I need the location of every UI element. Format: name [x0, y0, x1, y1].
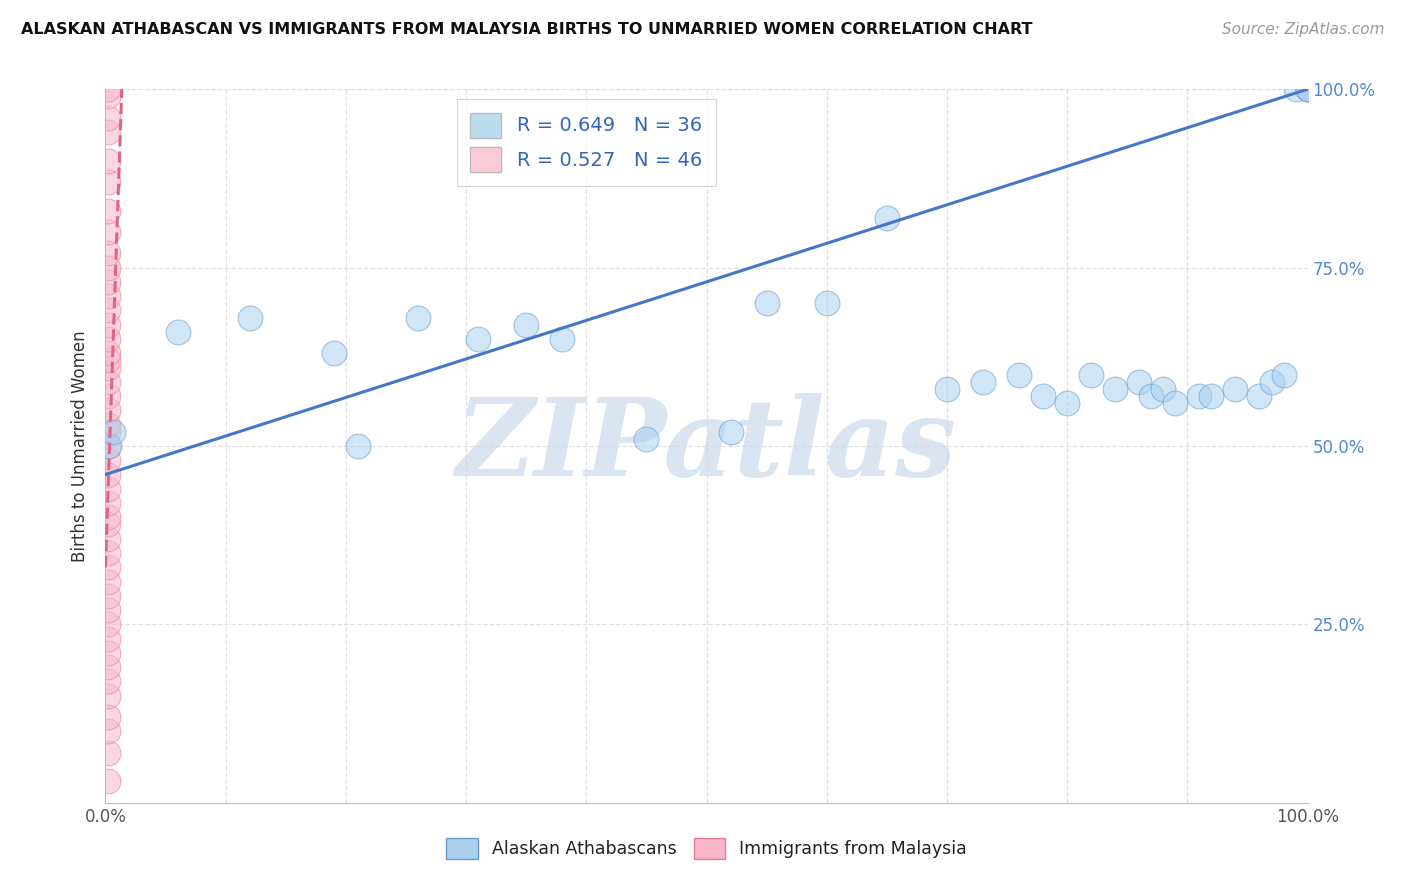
Point — [636, 432, 658, 446]
Point — [515, 318, 537, 332]
Point — [97, 203, 120, 218]
Point — [97, 467, 120, 482]
Point — [406, 310, 429, 325]
Point — [97, 175, 120, 189]
Point — [97, 389, 120, 403]
Point — [876, 211, 898, 225]
Point — [97, 574, 120, 589]
Point — [166, 325, 188, 339]
Point — [97, 674, 120, 689]
Point — [755, 296, 778, 310]
Point — [97, 225, 120, 239]
Point — [97, 439, 120, 453]
Point — [1128, 375, 1150, 389]
Text: ALASKAN ATHABASCAN VS IMMIGRANTS FROM MALAYSIA BIRTHS TO UNMARRIED WOMEN CORRELA: ALASKAN ATHABASCAN VS IMMIGRANTS FROM MA… — [21, 22, 1032, 37]
Point — [97, 660, 120, 674]
Point — [97, 82, 120, 96]
Point — [97, 332, 120, 346]
Point — [720, 425, 742, 439]
Y-axis label: Births to Unmarried Women: Births to Unmarried Women — [72, 330, 90, 562]
Point — [97, 89, 120, 103]
Point — [97, 560, 120, 574]
Point — [1008, 368, 1031, 382]
Point — [1260, 375, 1282, 389]
Point — [1284, 82, 1306, 96]
Point — [97, 617, 120, 632]
Point — [97, 360, 120, 375]
Point — [97, 632, 120, 646]
Point — [1164, 396, 1187, 410]
Point — [972, 375, 994, 389]
Point — [97, 260, 120, 275]
Point — [97, 111, 120, 125]
Point — [1225, 382, 1247, 396]
Point — [97, 289, 120, 303]
Text: Source: ZipAtlas.com: Source: ZipAtlas.com — [1222, 22, 1385, 37]
Point — [101, 425, 124, 439]
Point — [1296, 82, 1319, 96]
Point — [97, 710, 120, 724]
Point — [1140, 389, 1163, 403]
Point — [347, 439, 370, 453]
Point — [97, 689, 120, 703]
Point — [467, 332, 489, 346]
Point — [1056, 396, 1078, 410]
Text: ZIPatlas: ZIPatlas — [456, 393, 957, 499]
Point — [1032, 389, 1054, 403]
Point — [1296, 82, 1319, 96]
Point — [1152, 382, 1174, 396]
Point — [1296, 82, 1319, 96]
Point — [97, 353, 120, 368]
Point — [97, 496, 120, 510]
Point — [239, 310, 262, 325]
Point — [97, 318, 120, 332]
Point — [97, 417, 120, 432]
Point — [1080, 368, 1102, 382]
Point — [97, 517, 120, 532]
Point — [1249, 389, 1271, 403]
Point — [936, 382, 959, 396]
Legend: Alaskan Athabascans, Immigrants from Malaysia: Alaskan Athabascans, Immigrants from Mal… — [440, 831, 973, 865]
Point — [97, 646, 120, 660]
Point — [97, 724, 120, 739]
Point — [97, 510, 120, 524]
Point — [97, 375, 120, 389]
Point — [322, 346, 344, 360]
Point — [97, 346, 120, 360]
Point — [1201, 389, 1223, 403]
Point — [1188, 389, 1211, 403]
Point — [97, 425, 120, 439]
Point — [97, 746, 120, 760]
Point — [97, 603, 120, 617]
Point — [97, 403, 120, 417]
Point — [97, 125, 120, 139]
Point — [98, 439, 121, 453]
Point — [815, 296, 838, 310]
Point — [97, 153, 120, 168]
Point — [97, 482, 120, 496]
Point — [97, 303, 120, 318]
Point — [1272, 368, 1295, 382]
Point — [1104, 382, 1126, 396]
Point — [97, 589, 120, 603]
Point — [97, 246, 120, 260]
Point — [97, 532, 120, 546]
Point — [551, 332, 574, 346]
Point — [97, 275, 120, 289]
Point — [97, 453, 120, 467]
Point — [97, 546, 120, 560]
Point — [97, 774, 120, 789]
